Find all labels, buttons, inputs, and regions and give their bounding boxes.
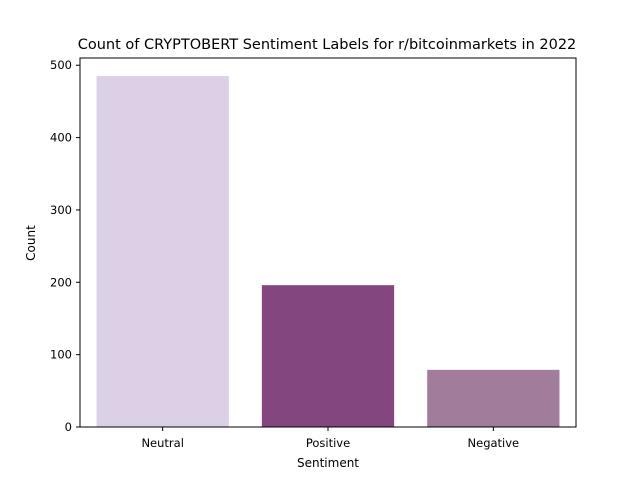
chart-title: Count of CRYPTOBERT Sentiment Labels for… [78,37,577,53]
y-tick-label: 100 [50,348,72,362]
plot-frame [79,57,577,428]
bar-neutral [96,76,229,428]
y-tick-label: 400 [50,131,72,145]
bars-group [96,76,560,428]
bar-negative [427,369,560,427]
x-tick-label: Positive [306,436,350,450]
y-axis-ticks: 0 100 200 300 400 500 [50,58,80,434]
y-tick-label: 500 [50,58,72,72]
x-axis-ticks: Neutral Positive Negative [141,427,519,450]
y-axis-label: Count [24,225,38,261]
y-tick-label: 0 [65,420,72,434]
y-tick-label: 200 [50,275,72,289]
x-tick-label: Neutral [141,436,183,450]
x-tick-label: Negative [468,436,520,450]
bar-positive [261,285,395,427]
y-tick-label: 300 [50,203,72,217]
x-axis-label: Sentiment [297,456,359,470]
